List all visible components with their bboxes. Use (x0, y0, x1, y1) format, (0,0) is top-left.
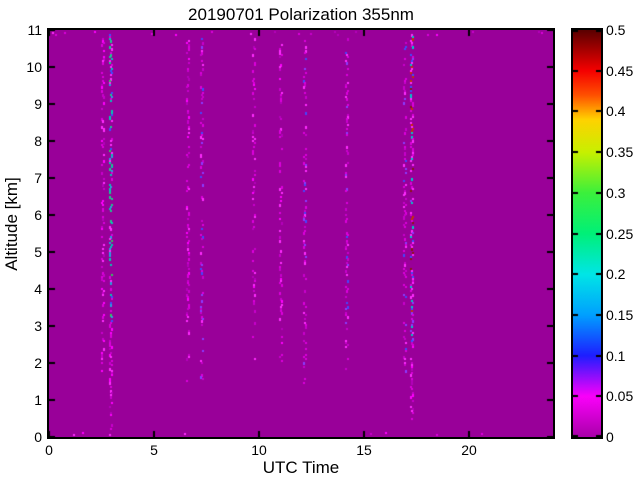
colorbar-tick-label-0.15: 0.15 (606, 307, 634, 323)
x-tick-label-5: 5 (150, 442, 158, 458)
y-tick-label-3: 3 (34, 318, 42, 334)
y-tick-label-11: 11 (27, 22, 42, 38)
y-tick-label-6: 6 (34, 207, 42, 223)
colorbar-tick-label-0.5: 0.5 (606, 22, 626, 38)
x-axis-label: UTC Time (262, 458, 340, 477)
colorbar (571, 28, 603, 439)
y-tick-label-0: 0 (34, 429, 42, 445)
colorbar-tick-label-0.25: 0.25 (606, 226, 634, 242)
x-tick-label-0: 0 (45, 442, 53, 458)
chart-title: 20190701 Polarization 355nm (188, 5, 414, 24)
heatmap-plot-area (47, 28, 555, 439)
y-tick-label-9: 9 (34, 96, 42, 112)
y-tick-label-5: 5 (34, 244, 42, 260)
y-tick-label-4: 4 (34, 281, 42, 297)
y-tick-label-10: 10 (26, 59, 42, 75)
colorbar-tick-label-0.4: 0.4 (606, 103, 626, 119)
colorbar-tick-label-0.2: 0.2 (606, 266, 626, 282)
y-tick-label-2: 2 (34, 355, 42, 371)
heatmap-canvas (49, 30, 553, 437)
colorbar-tick-label-0.3: 0.3 (606, 185, 626, 201)
colorbar-tick-label-0: 0 (606, 429, 614, 445)
colorbar-tick-label-0.45: 0.45 (606, 63, 634, 79)
y-tick-label-1: 1 (34, 392, 42, 408)
x-tick-label-10: 10 (251, 442, 267, 458)
y-tick-label-7: 7 (34, 170, 42, 186)
colorbar-tick-label-0.05: 0.05 (606, 388, 634, 404)
colorbar-tick-label-0.1: 0.1 (606, 348, 626, 364)
colorbar-tick-label-0.35: 0.35 (606, 144, 634, 160)
x-tick-label-20: 20 (461, 442, 477, 458)
colorbar-canvas (573, 30, 601, 437)
x-tick-label-15: 15 (356, 442, 372, 458)
y-tick-label-8: 8 (34, 133, 42, 149)
